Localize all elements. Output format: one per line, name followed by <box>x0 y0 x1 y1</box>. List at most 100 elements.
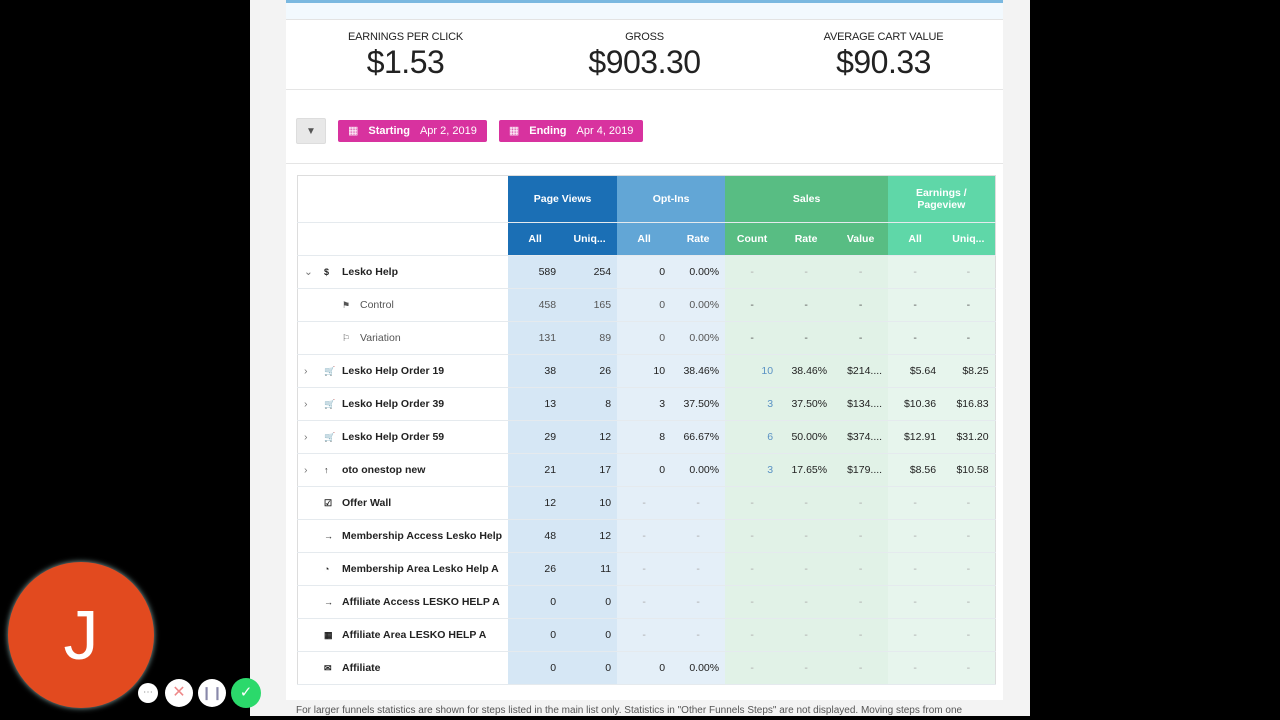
cell-7: $8.56 <box>888 453 943 487</box>
cell-7: $10.36 <box>888 387 943 421</box>
chevron-right-icon[interactable]: › <box>304 431 308 443</box>
table-row[interactable]: › 🛒 Lesko Help Order 39 13 8 3 37.50% 3 37.50% $1… <box>297 387 996 421</box>
subheader-3[interactable]: Rate <box>671 222 726 256</box>
cell-8: - <box>942 585 996 619</box>
row-name: Control <box>360 299 394 311</box>
pause-icon[interactable]: ❙❙ <box>198 679 226 707</box>
chevron-down-icon[interactable]: ⌄ <box>304 266 313 278</box>
cell-3: 0.00% <box>671 288 726 322</box>
cell-6: - <box>833 321 889 355</box>
subheader-0[interactable]: All <box>508 222 563 256</box>
cell-5: - <box>779 519 834 553</box>
subheader-6[interactable]: Value <box>833 222 889 256</box>
ending-date-button[interactable]: ▦ Ending Apr 4, 2019 <box>498 120 644 142</box>
envelope-icon: ✉ <box>324 663 332 673</box>
cell-8: - <box>942 552 996 586</box>
row-name-cell: › 🛒 Lesko Help Order 39 <box>297 387 509 421</box>
cell-1: 254 <box>562 255 618 289</box>
stats-card: EARNINGS PER CLICK $1.53 GROSS $903.30 AVE… <box>286 20 1003 700</box>
table-row[interactable]: › 🛒 Lesko Help Order 19 38 26 10 38.46% 10 38.46… <box>297 354 996 388</box>
cell-4: - <box>725 486 780 520</box>
cell-4: 6 <box>725 420 780 454</box>
row-name: Affiliate Area LESKO HELP A <box>342 629 487 641</box>
metric-value: $1.53 <box>366 44 445 80</box>
cell-0: 13 <box>508 387 563 421</box>
cell-3: - <box>671 585 726 619</box>
close-icon[interactable]: ✕ <box>165 679 193 707</box>
cell-2: 0 <box>617 321 672 355</box>
table-row[interactable]: ⌄ $ Lesko Help 589 254 0 0.00% - - - - - <box>297 255 996 289</box>
row-name: Lesko Help Order 19 <box>342 365 445 377</box>
table-row[interactable]: → Membership Access Lesko Help 48 12- - - - - - - <box>297 519 996 553</box>
table-row[interactable]: ◔ Membership Area Lesko Help A 26 11- - - - - - - <box>297 552 996 586</box>
cell-3: - <box>671 519 726 553</box>
cell-8: - <box>942 519 996 553</box>
filter-button[interactable]: ▼ <box>296 118 326 144</box>
cell-7: - <box>888 651 943 685</box>
cell-7: $5.64 <box>888 354 943 388</box>
cell-0: 48 <box>508 519 563 553</box>
top-panel-edge <box>286 0 1003 20</box>
cell-8: - <box>942 486 996 520</box>
stats-table: Page Views Opt-Ins Sales Earnings / Page… <box>297 175 996 685</box>
cell-3: - <box>671 486 726 520</box>
cell-1: 17 <box>562 453 618 487</box>
cell-2: 0 <box>617 255 672 289</box>
row-name-cell: › ↑ oto onestop new <box>297 453 509 487</box>
subheader-2[interactable]: All <box>617 222 672 256</box>
chevron-right-icon[interactable]: › <box>304 365 308 377</box>
cell-8: - <box>942 288 996 322</box>
table-row[interactable]: › ↑ oto onestop new 21 17 0 0.00% 3 17.65% $179..… <box>297 453 996 487</box>
cell-8: - <box>942 255 996 289</box>
checkbox-icon: ☑ <box>324 498 333 508</box>
metric-average-cart-value: AVERAGE CART VALUE $90.33 <box>764 20 1003 89</box>
cell-5: - <box>779 321 834 355</box>
table-row[interactable]: ⚐ Variation 131 89 0 0.00% - - - - - <box>297 321 996 355</box>
cell-2: - <box>617 519 672 553</box>
group-earnings-pageview: Earnings / Pageview <box>888 175 996 223</box>
starting-date-button[interactable]: ▦ Starting Apr 2, 2019 <box>338 120 487 142</box>
cell-3: 0.00% <box>671 651 726 685</box>
row-name: Lesko Help Order 59 <box>342 431 445 443</box>
subheader-7[interactable]: All <box>888 222 943 256</box>
chevron-right-icon[interactable]: › <box>304 398 308 410</box>
cart-icon: 🛒 <box>324 366 336 376</box>
subheader-1[interactable]: Uniq... <box>562 222 618 256</box>
ending-label: Ending <box>529 125 567 137</box>
cell-0: 458 <box>508 288 563 322</box>
cell-4: - <box>725 618 780 652</box>
cell-2: 0 <box>617 453 672 487</box>
cell-7: - <box>888 486 943 520</box>
table-row[interactable]: ☑ Offer Wall 12 10- - - - - - - <box>297 486 996 520</box>
cell-4: - <box>725 321 780 355</box>
cell-2: 0 <box>617 651 672 685</box>
check-icon[interactable]: ✓ <box>231 678 261 708</box>
cell-4: 3 <box>725 387 780 421</box>
metric-earnings-per-click: EARNINGS PER CLICK $1.53 <box>286 20 525 89</box>
cell-6: $374.... <box>833 420 889 454</box>
table-row[interactable]: ⚑ Control 458 165 0 0.00% - - - - - <box>297 288 996 322</box>
table-row[interactable]: › 🛒 Lesko Help Order 59 29 12 8 66.67% 6 50.00% $… <box>297 420 996 454</box>
cell-7: - <box>888 618 943 652</box>
table-row[interactable]: ✉ Affiliate 0 0 0 0.00% - - - - - <box>297 651 996 685</box>
row-name: Lesko Help <box>342 266 399 278</box>
subheader-8[interactable]: Uniq... <box>942 222 996 256</box>
subheader-4[interactable]: Count <box>725 222 780 256</box>
filter-bar: ▼ ▦ Starting Apr 2, 2019 ▦ Ending Apr 4, 201… <box>296 118 644 144</box>
row-name: Affiliate <box>342 662 381 674</box>
sign-in-icon: → <box>324 597 333 607</box>
subheader-5[interactable]: Rate <box>779 222 834 256</box>
cell-4: - <box>725 585 780 619</box>
row-name-cell: › 🛒 Lesko Help Order 19 <box>297 354 509 388</box>
cell-8: $31.20 <box>942 420 996 454</box>
chevron-right-icon[interactable]: › <box>304 464 308 476</box>
cell-0: 589 <box>508 255 563 289</box>
starting-label: Starting <box>368 125 410 137</box>
cell-5: 38.46% <box>779 354 834 388</box>
cell-0: 29 <box>508 420 563 454</box>
row-name: Lesko Help Order 39 <box>342 398 445 410</box>
more-icon[interactable]: ⋯ <box>138 683 158 703</box>
cell-4: - <box>725 519 780 553</box>
